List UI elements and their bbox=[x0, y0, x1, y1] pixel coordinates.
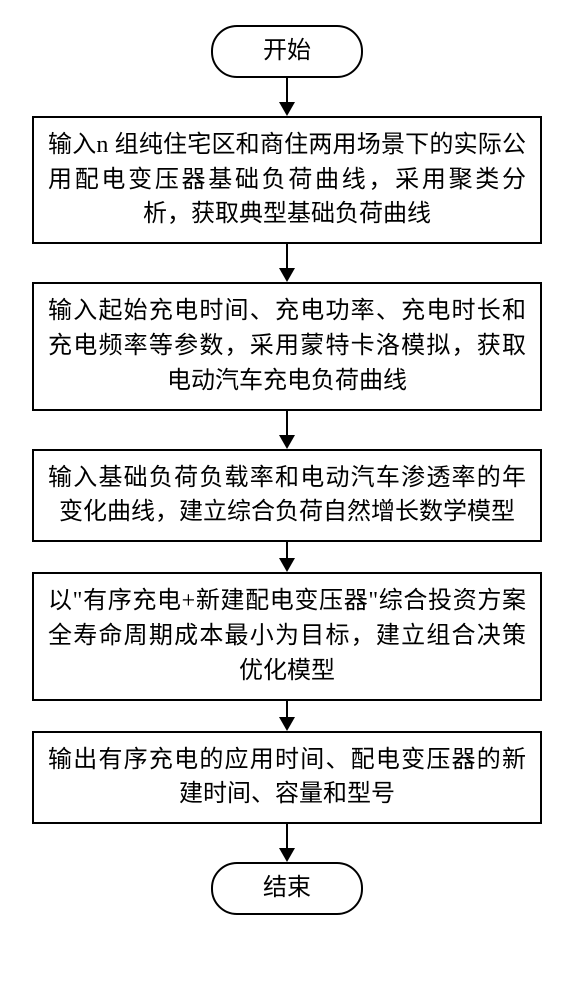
arrow bbox=[279, 244, 295, 282]
arrow bbox=[279, 78, 295, 116]
flowchart-container: 开始 输入n 组纯住宅区和商住两用场景下的实际公用配电变压器基础负荷曲线，采用聚… bbox=[0, 0, 574, 940]
process-text: 输出有序充电的应用时间、配电变压器的新建时间、容量和型号 bbox=[48, 747, 526, 808]
start-terminal: 开始 bbox=[211, 25, 363, 78]
process-text: 以"有序充电+新建配电变压器"综合投资方案全寿命周期成本最小为目标，建立组合决策… bbox=[48, 588, 526, 684]
process-step-4: 以"有序充电+新建配电变压器"综合投资方案全寿命周期成本最小为目标，建立组合决策… bbox=[32, 572, 542, 700]
arrow bbox=[279, 411, 295, 449]
arrow bbox=[279, 701, 295, 731]
process-step-2: 输入起始充电时间、充电功率、充电时长和充电频率等参数，采用蒙特卡洛模拟，获取电动… bbox=[32, 282, 542, 410]
end-label: 结束 bbox=[263, 875, 311, 901]
process-text: 输入n 组纯住宅区和商住两用场景下的实际公用配电变压器基础负荷曲线，采用聚类分析… bbox=[48, 132, 526, 228]
arrow bbox=[279, 542, 295, 572]
process-step-5: 输出有序充电的应用时间、配电变压器的新建时间、容量和型号 bbox=[32, 731, 542, 825]
arrow bbox=[279, 824, 295, 862]
process-step-3: 输入基础负荷负载率和电动汽车渗透率的年变化曲线，建立综合负荷自然增长数学模型 bbox=[32, 449, 542, 543]
process-text: 输入起始充电时间、充电功率、充电时长和充电频率等参数，采用蒙特卡洛模拟，获取电动… bbox=[48, 298, 526, 394]
process-text: 输入基础负荷负载率和电动汽车渗透率的年变化曲线，建立综合负荷自然增长数学模型 bbox=[48, 465, 526, 526]
start-label: 开始 bbox=[263, 38, 311, 64]
end-terminal: 结束 bbox=[211, 862, 363, 915]
process-step-1: 输入n 组纯住宅区和商住两用场景下的实际公用配电变压器基础负荷曲线，采用聚类分析… bbox=[32, 116, 542, 244]
